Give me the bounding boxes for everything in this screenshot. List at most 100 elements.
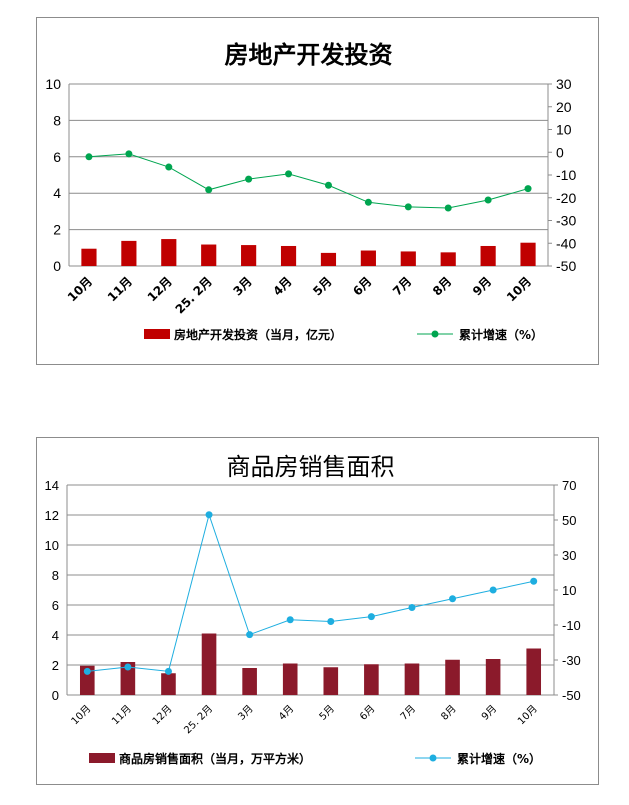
legend-label-bar: 房地产开发投资（当月，亿元） <box>174 327 342 342</box>
y2-axis-tick-label: 10 <box>556 122 572 138</box>
x-axis-tick-label: 3月 <box>236 703 256 723</box>
y2-axis-tick-label: -20 <box>556 190 576 206</box>
bar <box>282 663 298 695</box>
x-axis-tick-label: 11月 <box>109 703 134 728</box>
line-point <box>530 577 538 585</box>
line-point <box>364 198 372 206</box>
legend-label-line: 累计增速（%） <box>457 751 541 766</box>
y2-axis-tick-label: -10 <box>562 618 581 633</box>
x-axis-tick-label: 9月 <box>479 703 499 723</box>
bar <box>364 664 379 695</box>
y-axis-tick-label: 14 <box>45 478 59 493</box>
x-axis-tick-label: 9月 <box>470 274 494 298</box>
y2-axis-tick-label: 20 <box>556 99 572 115</box>
bar <box>201 633 217 695</box>
bar <box>161 239 177 266</box>
x-axis-tick-label: 6月 <box>357 703 377 723</box>
x-axis-tick-label: 10月 <box>504 274 534 304</box>
x-axis-tick-label: 7月 <box>398 703 418 723</box>
x-axis-tick-label: 10月 <box>515 703 540 728</box>
y-axis-tick-label: 0 <box>53 258 61 274</box>
y-axis-tick-label: 2 <box>52 658 59 673</box>
y-axis-tick-label: 6 <box>53 149 61 165</box>
y2-axis-tick-label: -30 <box>556 213 576 229</box>
y2-axis-tick-label: -50 <box>562 688 581 703</box>
line-point <box>125 150 133 158</box>
chart-panel-sales-area: 商品房销售面积 0 2 4 6 8 10 12 14 -50 -30 -10 10 30 50 70 10月 11… <box>36 437 599 785</box>
investment-chart: 房地产开发投资 0 2 4 6 8 10 -50 -40 -30 -20 -10 0 10 20 30 10月 1… <box>45 41 576 342</box>
y2-axis-tick-label: -50 <box>556 258 576 274</box>
line-point <box>484 196 492 204</box>
bar <box>520 242 536 266</box>
y2-axis-tick-label: -30 <box>562 653 581 668</box>
bar <box>320 252 337 266</box>
bar <box>81 248 97 266</box>
line-point <box>404 203 412 211</box>
x-axis-tick-label: 8月 <box>439 703 459 723</box>
bar <box>400 251 416 266</box>
line-point <box>449 595 457 603</box>
line-point <box>246 631 254 639</box>
x-axis-tick-label: 10月 <box>65 274 95 304</box>
legend-swatch-bar <box>144 329 170 339</box>
y2-axis-tick-label: 30 <box>556 76 572 92</box>
y-axis-tick-label: 12 <box>45 508 59 523</box>
legend-label-bar: 商品房销售面积（当月，万平方米） <box>119 751 311 766</box>
y-axis-tick-label: 4 <box>53 185 61 201</box>
x-axis-tick-label: 6月 <box>350 274 374 298</box>
y2-axis-tick-label: 50 <box>562 513 576 528</box>
line-point <box>524 185 532 193</box>
x-axis-tick-label: 12月 <box>150 703 175 728</box>
line-point <box>324 181 332 189</box>
line-point <box>245 175 253 183</box>
sales-area-chart: 商品房销售面积 0 2 4 6 8 10 12 14 -50 -30 -10 10 30 50 70 10月 11… <box>45 453 581 766</box>
y2-axis-tick-label: 10 <box>562 583 576 598</box>
y-axis-tick-label: 10 <box>45 76 61 92</box>
series-line <box>88 153 529 209</box>
y2-axis-tick-label: 30 <box>562 548 576 563</box>
line-point <box>164 667 172 675</box>
x-axis-tick-label: 4月 <box>276 703 296 723</box>
line-point <box>408 604 416 611</box>
chart-panel-investment: 房地产开发投资 0 2 4 6 8 10 -50 -40 -30 -20 -10 0 10 20 30 10月 1… <box>36 17 599 365</box>
y2-axis-tick-label: -10 <box>556 167 576 183</box>
series-line <box>87 513 534 672</box>
y2-axis-tick-label: -40 <box>556 235 576 251</box>
y-axis-tick-label: 2 <box>53 222 61 238</box>
legend-swatch-bar <box>89 753 115 763</box>
chart-title: 房地产开发投资 <box>225 41 393 69</box>
bar <box>485 659 501 695</box>
x-axis-tick-label: 5月 <box>310 274 334 298</box>
line-point <box>286 616 294 624</box>
line-point <box>85 153 93 161</box>
bar <box>526 648 542 695</box>
chart-title: 商品房销售面积 <box>227 453 395 481</box>
x-axis-tick-label: 3月 <box>230 274 254 298</box>
legend-swatch-point <box>429 754 437 762</box>
line-point <box>489 586 497 594</box>
bar <box>360 250 376 266</box>
bar <box>161 673 176 695</box>
x-axis-tick-label: 12月 <box>145 274 175 304</box>
y-axis-tick-label: 10 <box>45 538 59 553</box>
bar <box>404 663 420 695</box>
line-point <box>285 170 293 178</box>
bar <box>79 665 95 695</box>
x-axis-tick-label: 8月 <box>430 274 454 298</box>
x-axis-tick-label: 5月 <box>317 703 337 723</box>
line-point <box>327 618 335 625</box>
bar <box>480 245 496 266</box>
x-axis-tick-label: 10月 <box>69 703 94 728</box>
line-point <box>124 663 132 671</box>
bar <box>323 667 339 695</box>
y2-axis-tick-label: 70 <box>562 478 576 493</box>
line-point <box>165 163 173 171</box>
y-axis-tick-label: 8 <box>52 568 59 583</box>
bar <box>120 662 136 695</box>
legend-label-line: 累计增速（%） <box>459 327 543 342</box>
y-axis-tick-label: 4 <box>52 628 59 643</box>
bar <box>280 245 297 266</box>
bar <box>241 245 257 266</box>
bar <box>201 244 217 266</box>
x-axis-tick-label: 4月 <box>270 274 294 298</box>
